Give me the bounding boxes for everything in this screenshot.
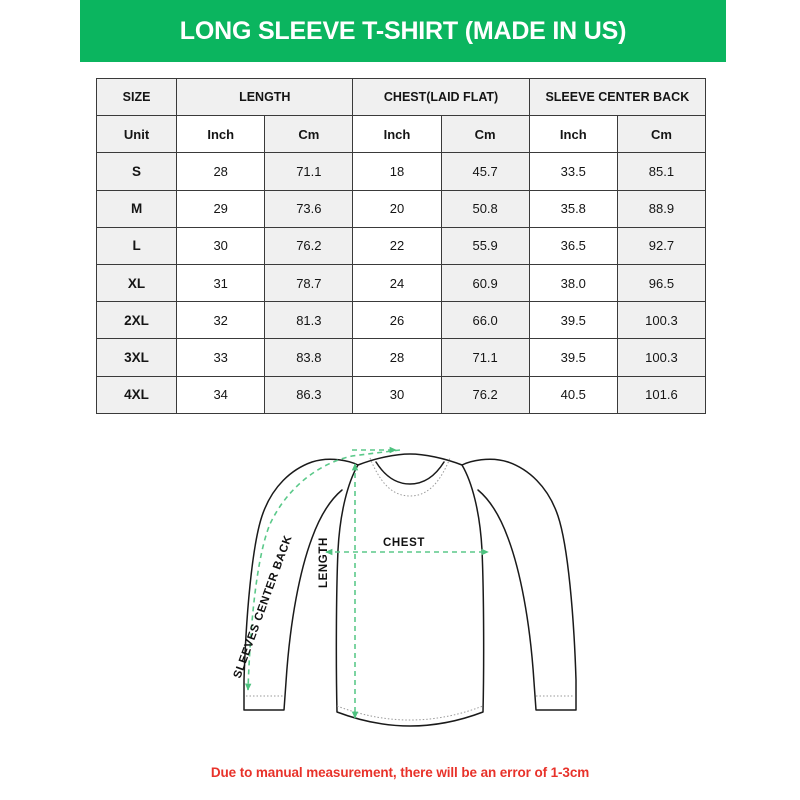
group-header-chest: CHEST(LAID FLAT) [352, 77, 530, 117]
table-group-header-row: SIZE LENGTH CHEST(LAID FLAT) SLEEVE CENT… [95, 77, 707, 117]
sleeve-measure-line [245, 449, 401, 691]
table-unit-row: Unit Inch Cm Inch Cm Inch Cm [95, 115, 707, 154]
cell-chest-in: 20 [352, 189, 442, 228]
cell-size: L [95, 226, 178, 265]
cell-sleeve-cm: 100.3 [616, 301, 707, 340]
cell-sleeve-in: 36.5 [528, 226, 618, 265]
unit-length-inch: Inch [176, 115, 266, 154]
cell-length-cm: 86.3 [264, 375, 354, 414]
group-header-length: LENGTH [176, 77, 354, 117]
unit-sleeve-inch: Inch [528, 115, 618, 154]
table-body: SIZE LENGTH CHEST(LAID FLAT) SLEEVE CENT… [95, 77, 707, 414]
cell-chest-in: 28 [352, 338, 442, 377]
page-title: LONG SLEEVE T-SHIRT (MADE IN US) [179, 16, 627, 45]
table-row: 3XL 33 83.8 28 71.1 39.5 100.3 [95, 338, 707, 377]
cell-sleeve-in: 39.5 [528, 301, 618, 340]
length-label: LENGTH [318, 537, 330, 588]
cell-length-in: 30 [176, 226, 266, 265]
shirt-outline [243, 453, 577, 727]
cell-sleeve-cm: 100.3 [616, 338, 707, 377]
cell-length-in: 33 [176, 338, 266, 377]
chest-label: CHEST [383, 537, 425, 549]
cell-length-cm: 73.6 [264, 189, 354, 228]
table-row: 4XL 34 86.3 30 76.2 40.5 101.6 [95, 375, 707, 414]
table-row: S 28 71.1 18 45.7 33.5 85.1 [95, 152, 707, 191]
cell-sleeve-in: 35.8 [528, 189, 618, 228]
cell-size: 3XL [95, 338, 178, 377]
cell-chest-in: 26 [352, 301, 442, 340]
unit-label: Unit [95, 115, 178, 154]
garment-diagram [200, 420, 620, 750]
cell-size: XL [95, 263, 178, 303]
table-row: 2XL 32 81.3 26 66.0 39.5 100.3 [95, 301, 707, 340]
unit-length-cm: Cm [264, 115, 354, 154]
cell-length-cm: 81.3 [264, 301, 354, 340]
cell-length-in: 28 [176, 152, 266, 191]
shirt-seam-lines [246, 457, 574, 721]
unit-chest-cm: Cm [440, 115, 530, 154]
cell-sleeve-cm: 85.1 [616, 152, 707, 191]
cell-sleeve-cm: 88.9 [616, 189, 707, 228]
table-row: XL 31 78.7 24 60.9 38.0 96.5 [95, 263, 707, 303]
cell-chest-in: 22 [352, 226, 442, 265]
header-bar: LONG SLEEVE T-SHIRT (MADE IN US) [80, 0, 726, 62]
cell-chest-cm: 76.2 [440, 375, 530, 414]
cell-chest-in: 24 [352, 263, 442, 303]
cell-sleeve-in: 40.5 [528, 375, 618, 414]
cell-sleeve-cm: 96.5 [616, 263, 707, 303]
unit-chest-inch: Inch [352, 115, 442, 154]
cell-chest-in: 18 [352, 152, 442, 191]
cell-chest-cm: 55.9 [440, 226, 530, 265]
cell-sleeve-in: 33.5 [528, 152, 618, 191]
cell-length-cm: 78.7 [264, 263, 354, 303]
cell-chest-cm: 45.7 [440, 152, 530, 191]
cell-length-cm: 83.8 [264, 338, 354, 377]
cell-length-in: 29 [176, 189, 266, 228]
cell-sleeve-cm: 92.7 [616, 226, 707, 265]
cell-length-in: 34 [176, 375, 266, 414]
cell-size: 4XL [95, 375, 178, 414]
cell-chest-cm: 50.8 [440, 189, 530, 228]
table-row: L 30 76.2 22 55.9 36.5 92.7 [95, 226, 707, 265]
cell-chest-cm: 66.0 [440, 301, 530, 340]
cell-chest-cm: 60.9 [440, 263, 530, 303]
measure-lines [245, 446, 489, 719]
cell-chest-cm: 71.1 [440, 338, 530, 377]
unit-sleeve-cm: Cm [616, 115, 707, 154]
table-row: M 29 73.6 20 50.8 35.8 88.9 [95, 189, 707, 228]
cell-length-cm: 71.1 [264, 152, 354, 191]
group-header-sleeve: SLEEVE CENTER BACK [528, 77, 707, 117]
cell-sleeve-in: 39.5 [528, 338, 618, 377]
cell-chest-in: 30 [352, 375, 442, 414]
cell-size: M [95, 189, 178, 228]
cell-length-cm: 76.2 [264, 226, 354, 265]
group-header-size: SIZE [95, 77, 178, 117]
cell-sleeve-in: 38.0 [528, 263, 618, 303]
size-chart-table: SIZE LENGTH CHEST(LAID FLAT) SLEEVE CENT… [95, 77, 707, 414]
cell-size: 2XL [95, 301, 178, 340]
cell-sleeve-cm: 101.6 [616, 375, 707, 414]
cell-length-in: 31 [176, 263, 266, 303]
cell-size: S [95, 152, 178, 191]
cell-length-in: 32 [176, 301, 266, 340]
measurement-disclaimer: Due to manual measurement, there will be… [210, 765, 590, 780]
